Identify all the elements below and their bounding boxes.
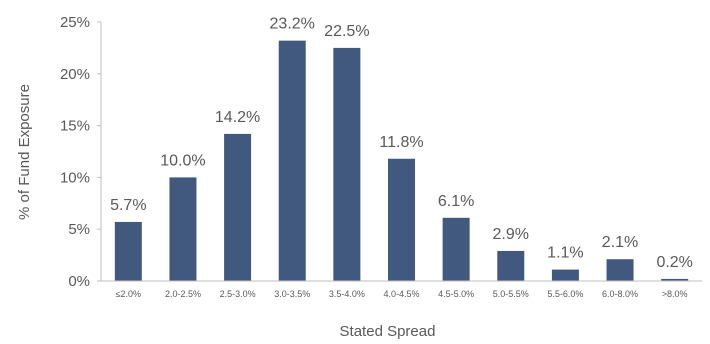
x-tick-label: 3.0-3.5% <box>274 289 310 299</box>
y-tick-label: 0% <box>68 273 90 290</box>
y-tick-label: 5% <box>68 221 90 238</box>
bar-value-label: 2.9% <box>493 226 529 243</box>
bar <box>224 133 252 281</box>
bar <box>606 259 634 281</box>
bar-value-label: 2.1% <box>602 234 638 251</box>
bar-value-label: 22.5% <box>324 23 369 40</box>
y-axis-ticks: 0% 5% 10% 15% 20% 25% <box>60 14 101 290</box>
y-axis-title: % of Fund Exposure <box>16 84 33 220</box>
bar <box>442 217 470 281</box>
bar-value-label: 1.1% <box>547 245 583 262</box>
bar-value-label: 10.0% <box>160 152 205 169</box>
bar <box>333 47 361 282</box>
y-tick-label: 10% <box>60 169 90 186</box>
x-tick-label: ≤2.0% <box>116 289 141 299</box>
bar <box>114 221 142 281</box>
x-axis-ticks: ≤2.0% 2.0-2.5% 2.5-3.0% 3.0-3.5% 3.5-4.0% 4.0… <box>116 289 688 299</box>
bar-value-label: 6.1% <box>438 193 474 210</box>
bars <box>114 40 689 282</box>
x-axis-title: Stated Spread <box>340 323 436 340</box>
x-tick-label: 4.5-5.0% <box>438 289 474 299</box>
x-tick-label: 2.0-2.5% <box>165 289 201 299</box>
x-tick-label: 6.0-8.0% <box>602 289 638 299</box>
x-tick-label: >8.0% <box>662 289 688 299</box>
x-tick-label: 5.0-5.5% <box>493 289 529 299</box>
bar <box>278 40 306 282</box>
bar-value-label: 11.8% <box>379 134 423 151</box>
y-tick-label: 20% <box>60 66 90 83</box>
x-tick-label: 5.5-6.0% <box>547 289 583 299</box>
bar-value-label: 14.2% <box>215 109 260 126</box>
data-labels: 5.7% 10.0% 14.2% 23.2% 22.5% 11.8% 6.1% 2.9% 1.1… <box>110 16 693 271</box>
bar <box>169 177 197 281</box>
bar-value-label: 0.2% <box>656 254 692 271</box>
y-tick-label: 25% <box>60 14 90 31</box>
bar <box>497 250 525 281</box>
bar <box>388 158 415 281</box>
bar-value-label: 23.2% <box>270 16 315 33</box>
bar <box>551 269 579 281</box>
x-tick-label: 2.5-3.0% <box>220 289 256 299</box>
y-tick-label: 15% <box>60 118 90 135</box>
bar-value-label: 5.7% <box>110 197 146 214</box>
bar <box>661 278 689 281</box>
x-tick-label: 4.0-4.5% <box>383 289 419 299</box>
x-tick-label: 3.5-4.0% <box>329 289 365 299</box>
